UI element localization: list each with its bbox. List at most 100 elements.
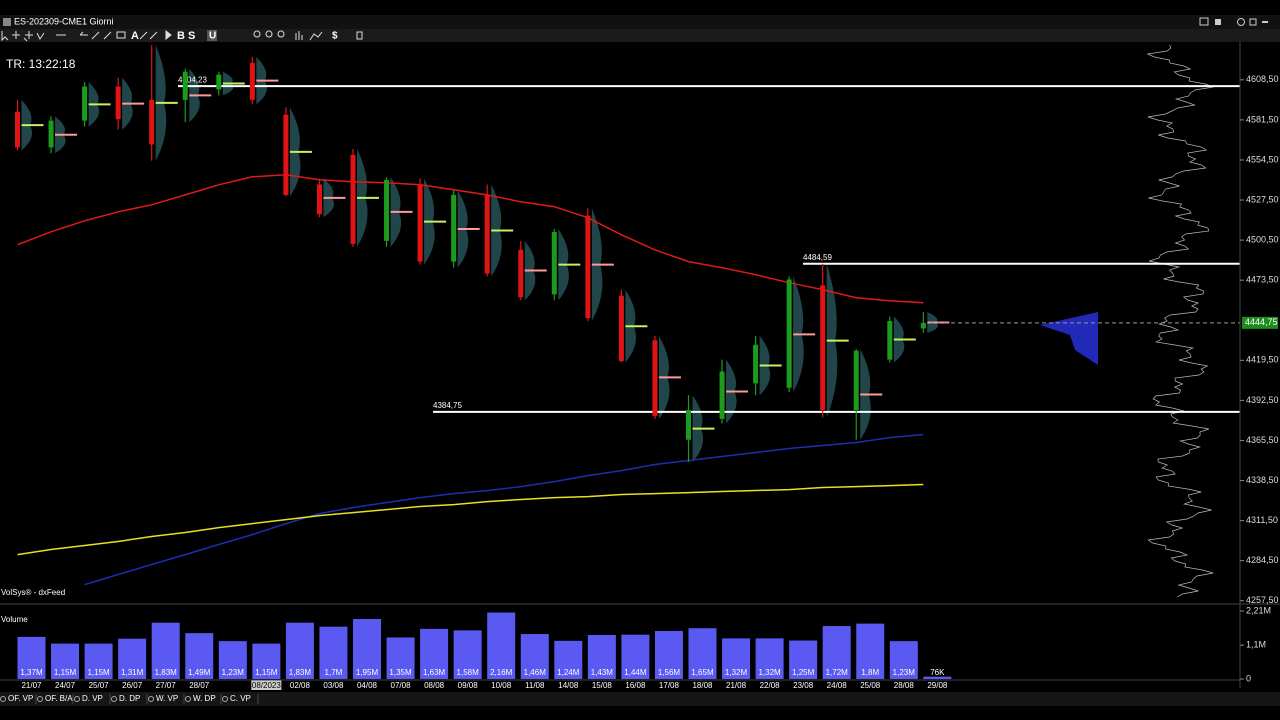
level-label: 4604,23 [178, 75, 207, 84]
volume-label: 76K [930, 668, 945, 677]
volume-label: 1,35M [389, 668, 412, 677]
tool[interactable] [116, 31, 126, 39]
volume-bar [822, 626, 851, 679]
x-tick-label: 28/08 [894, 681, 915, 690]
tool[interactable] [277, 30, 285, 38]
tab-icon[interactable] [37, 696, 43, 702]
x-tick-label: 22/08 [760, 681, 781, 690]
tool[interactable] [103, 31, 112, 40]
tool[interactable] [265, 30, 273, 38]
tool-letter[interactable]: B [177, 30, 185, 42]
volume-label: 1,83M [289, 668, 312, 677]
level-label: 4484,59 [803, 253, 832, 262]
x-tick-label: 10/08 [491, 681, 512, 690]
x-tick-label: 21/07 [21, 681, 42, 690]
y-tick-label: 1,1M [1246, 640, 1266, 650]
tab-icon[interactable] [148, 696, 154, 702]
timer: TR: 13:22:18 [6, 57, 76, 71]
tab-icon[interactable] [222, 696, 228, 702]
volume-bar [923, 676, 952, 679]
candle-body [551, 231, 557, 295]
tool[interactable] [165, 29, 172, 41]
candle-body [887, 321, 893, 360]
ctrl[interactable] [1237, 18, 1245, 26]
volume-label: 1,56M [658, 668, 681, 677]
tool[interactable] [309, 31, 323, 41]
ctrl[interactable] [1215, 19, 1221, 25]
volume-label: 1,23M [222, 668, 245, 677]
volume-label: 1,65M [691, 668, 714, 677]
tool[interactable] [12, 31, 20, 39]
y-tick-label: 4311,50 [1246, 515, 1278, 525]
tool[interactable] [139, 31, 158, 40]
y-tick-label: 4608,50 [1246, 74, 1279, 84]
ctrl[interactable] [1249, 18, 1257, 26]
tool[interactable] [253, 30, 261, 38]
volume-bar [386, 637, 415, 679]
x-tick-label: 04/08 [357, 681, 378, 690]
candle-body [48, 120, 54, 148]
tab-icon[interactable] [185, 696, 191, 702]
tab-label[interactable]: OF. VP [8, 694, 33, 703]
volume-bar [688, 628, 717, 679]
candle-body [15, 111, 20, 148]
volume-bar [889, 641, 918, 679]
tool[interactable] [79, 31, 88, 36]
ctrl[interactable] [1199, 17, 1209, 26]
tool[interactable] [1, 31, 9, 42]
candle-body [652, 340, 658, 416]
volume-bar [453, 630, 482, 679]
y-tick-label: 4473,50 [1246, 275, 1279, 285]
x-tick-label: 17/08 [659, 681, 680, 690]
symbol[interactable]: ES-202309-CME [14, 16, 82, 26]
tool-letter[interactable]: S [188, 30, 195, 42]
candle-body [484, 194, 490, 274]
candle-body [82, 86, 88, 121]
x-tick-label: 02/08 [290, 681, 311, 690]
tool[interactable] [356, 31, 363, 40]
date-highlight [251, 680, 282, 690]
developing-profile [1040, 312, 1098, 365]
tool-letter[interactable]: U [209, 31, 216, 42]
tab-label[interactable]: D. DP [119, 694, 140, 703]
tab-label[interactable]: C. VP [230, 694, 251, 703]
tab-label[interactable]: OF. B/A [45, 694, 73, 703]
tool[interactable] [36, 32, 45, 40]
tab-icon[interactable] [74, 696, 80, 702]
volume-label: 1,15M [54, 668, 77, 677]
candle-body [451, 194, 457, 262]
x-tick-label: 03/08 [323, 681, 344, 690]
volume-pane: 1,37M 1,15M 1,15M 1,31M 1,83M 1,49M 1,23M 1,15M… [17, 612, 952, 679]
y-tick-label: 2,21M [1246, 605, 1271, 615]
x-tick-label: 09/08 [458, 681, 479, 690]
tab-icon[interactable] [111, 696, 117, 702]
tab-label[interactable]: W. DP [193, 694, 216, 703]
x-tick-label: 24/08 [827, 681, 848, 690]
volume-bar [621, 634, 650, 679]
candle-body [920, 322, 926, 329]
tool-letter[interactable]: A [131, 30, 139, 42]
volume-bar [520, 634, 549, 679]
ctrl[interactable] [1262, 21, 1268, 23]
tab-icon[interactable] [0, 696, 6, 702]
tool[interactable] [295, 31, 303, 40]
interval[interactable]: 1 Giorni [82, 16, 114, 26]
tool[interactable] [91, 31, 100, 40]
candle-body [518, 249, 524, 298]
tab-label[interactable]: W. VP [156, 694, 178, 703]
tool[interactable] [23, 31, 33, 42]
x-tick-label: 24/07 [55, 681, 76, 690]
volume-bar [587, 635, 616, 679]
volume-label: 1,37M [20, 668, 43, 677]
volume-label: 1,15M [255, 668, 278, 677]
tab-label[interactable]: D. VP [82, 694, 103, 703]
volume-label: 1,83M [155, 668, 178, 677]
x-tick-label: 26/07 [122, 681, 143, 690]
volume-label: 1,23M [893, 668, 916, 677]
tool-letter[interactable]: $ [332, 31, 338, 42]
candle-body [820, 285, 826, 411]
candle-body [182, 71, 188, 100]
x-tick-label: 14/08 [558, 681, 579, 690]
volume-bar [51, 643, 80, 679]
